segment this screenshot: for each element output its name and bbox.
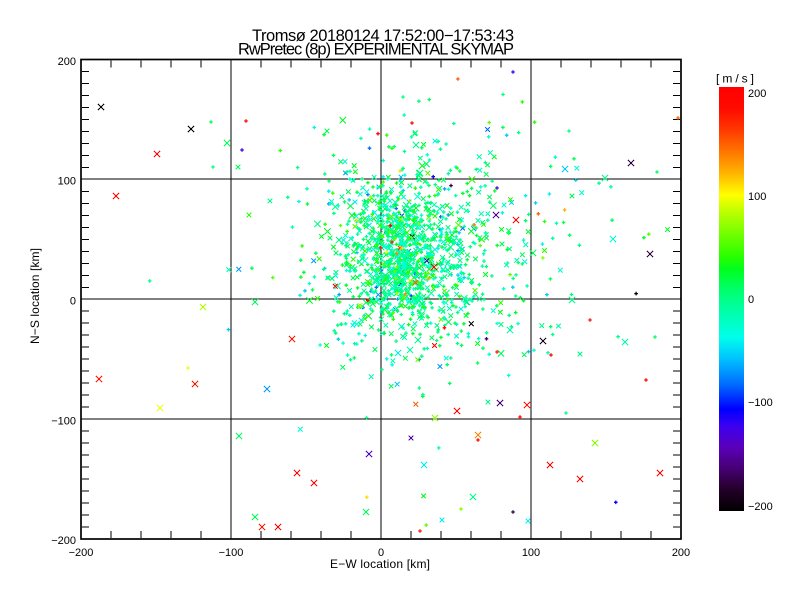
svg-text:−200: −200 <box>748 501 773 513</box>
svg-text:−200: −200 <box>69 547 94 559</box>
svg-text:0: 0 <box>70 296 76 308</box>
svg-text:−100: −100 <box>51 415 76 427</box>
svg-text:200: 200 <box>58 56 76 68</box>
svg-text:100: 100 <box>522 547 540 559</box>
svg-text:Tromsø 20180124 17:52:00−17:53: Tromsø 20180124 17:52:00−17:53:43 <box>252 27 514 45</box>
svg-text:−100: −100 <box>219 547 244 559</box>
svg-text:−100: −100 <box>748 397 773 409</box>
svg-text:200: 200 <box>672 547 690 559</box>
svg-text:0: 0 <box>378 547 384 559</box>
svg-text:0: 0 <box>748 294 754 306</box>
svg-text:−200: −200 <box>51 535 76 547</box>
svg-text:RwPretec (8p) EXPERIMENTAL SKY: RwPretec (8p) EXPERIMENTAL SKYMAP <box>238 41 514 59</box>
svg-text:E−W location [km]: E−W location [km] <box>330 557 430 571</box>
svg-text:100: 100 <box>748 191 766 203</box>
svg-text:100: 100 <box>58 176 76 188</box>
svg-text:[m/s]: [m/s] <box>716 72 754 86</box>
svg-text:N−S location [km]: N−S location [km] <box>28 248 42 344</box>
svg-text:200: 200 <box>748 88 766 100</box>
